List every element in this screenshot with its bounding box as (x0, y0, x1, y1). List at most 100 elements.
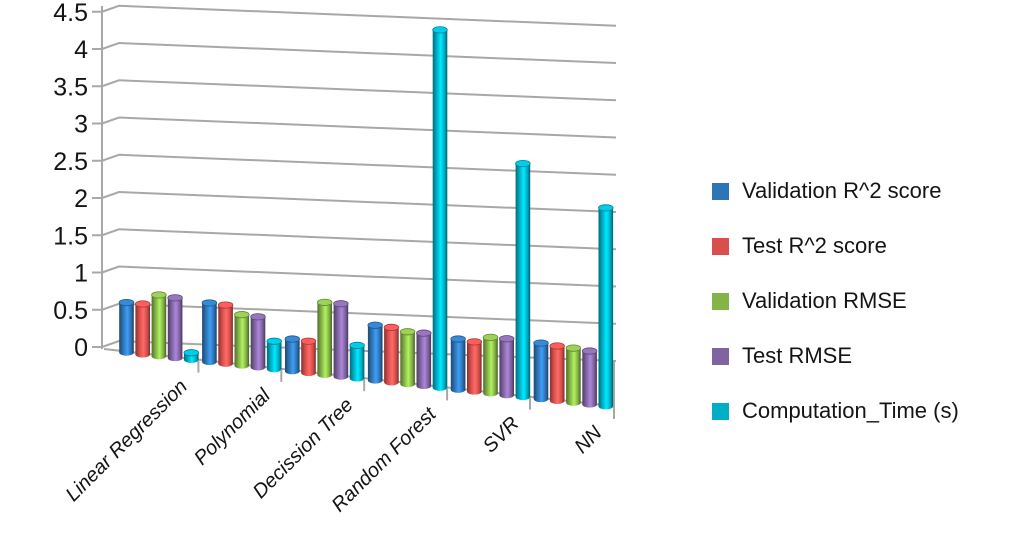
bar-cylinder (135, 303, 150, 358)
bar-cylinder (467, 341, 482, 395)
bar-cylinder (301, 341, 316, 377)
bar-cylinder (317, 302, 332, 378)
gridline (101, 116, 617, 139)
bar-cylinder (483, 337, 498, 397)
bar-cylinder (533, 343, 549, 403)
y-axis-label: 2.5 (53, 148, 88, 176)
bar-cylinder (400, 331, 415, 388)
bar-cylinder-top (499, 335, 515, 343)
category-label: Linear Regression (62, 376, 192, 506)
legend-color-swatch (712, 348, 729, 365)
y-axis-label: 3 (74, 111, 88, 139)
bar-cylinder (285, 339, 300, 375)
legend-color-swatch (712, 238, 729, 255)
bar-cylinder-top (234, 311, 250, 319)
bar-cylinder-top (482, 333, 499, 341)
legend-color-swatch (712, 293, 729, 310)
bar-cylinder (333, 303, 349, 380)
bar-cylinder-top (515, 159, 531, 168)
legend-item: Test RMSE (712, 343, 959, 369)
legend-label: Computation_Time (s) (742, 398, 959, 423)
y-axis-label: 1 (74, 260, 88, 288)
legend-label: Test RMSE (742, 343, 853, 368)
gridline (101, 339, 617, 362)
legend-color-swatch (712, 183, 729, 200)
bar-cylinder-top (399, 328, 416, 336)
bar-cylinder-top (581, 347, 598, 355)
gridline (101, 265, 617, 288)
bar-cylinder (416, 333, 432, 390)
bar-cylinder-top (266, 337, 282, 345)
bar-cylinder (367, 325, 383, 384)
gridline (101, 153, 617, 176)
bar-cylinder (582, 350, 597, 408)
legend-item: Validation RMSE (712, 288, 959, 314)
bar-cylinder-top (416, 329, 432, 337)
bar-cylinder (566, 348, 581, 406)
legend-color-swatch (712, 403, 729, 420)
y-axis-label: 0 (74, 334, 88, 362)
bar-cylinder-top (432, 26, 448, 34)
bar-cylinder-top (367, 321, 383, 329)
y-axis-label: 1.5 (53, 222, 88, 250)
legend-item: Test R^2 score (712, 233, 959, 259)
bar-cylinder-top (151, 291, 167, 299)
bar-cylinder (234, 314, 250, 369)
y-axis-label: 0.5 (53, 297, 88, 325)
bar-cylinder (250, 316, 266, 371)
gridline (101, 41, 617, 64)
gridline (101, 302, 617, 325)
bar-cylinder-top (118, 298, 135, 307)
legend-label: Test R^2 score (742, 233, 887, 258)
bar-cylinder (432, 29, 448, 391)
bar-cylinder (598, 207, 614, 410)
bar-cylinder (266, 341, 282, 373)
bar-cylinder-top (183, 349, 200, 357)
bar-cylinder-top (533, 339, 549, 347)
bar-cylinder-top (565, 344, 582, 352)
bar-cylinder (384, 327, 399, 386)
bar-cylinder-top (598, 204, 614, 212)
bar-cylinder-top (217, 301, 234, 309)
bar-cylinder (499, 338, 514, 399)
legend-item: Validation R^2 score (712, 178, 959, 204)
bar-cylinder-top (549, 342, 565, 350)
bar-cylinder-top (466, 338, 483, 346)
bar-cylinder (450, 339, 466, 393)
gridline (101, 79, 617, 102)
bar-cylinder-top (250, 313, 266, 321)
bar-cylinder (202, 302, 217, 365)
legend-label: Validation R^2 score (742, 178, 942, 203)
bar-cylinder-top (300, 337, 317, 345)
bar-cylinder-top (383, 323, 400, 331)
gridline (101, 190, 617, 213)
bar-cylinder (167, 297, 183, 362)
legend-label: Validation RMSE (742, 288, 907, 313)
y-axis-label: 4 (74, 36, 88, 64)
y-axis-label: 3.5 (53, 73, 88, 101)
bar-cylinder (349, 345, 365, 382)
bar-cylinder (515, 163, 531, 401)
gridline (101, 4, 617, 27)
bar-cylinder-top (284, 335, 301, 343)
bar-cylinder-top (317, 298, 333, 306)
category-label: NN (570, 422, 606, 458)
chart-canvas: 0 0.5 1 1.5 2 2.5 3 3.5 4 4.5 Linear RegressionPol… (53, 0, 617, 516)
y-axis-label: 2 (74, 185, 88, 213)
bar-cylinder-top (134, 300, 151, 308)
bar-cylinder (218, 305, 233, 367)
bar-cylinder (119, 302, 134, 356)
category-label: SVR (479, 413, 524, 458)
bar-cylinder-top (201, 299, 218, 307)
bar-cylinder (151, 294, 167, 360)
legend-item: Computation_Time (s) (712, 398, 959, 424)
chart-legend: Validation R^2 score Test R^2 score Vali… (712, 178, 959, 453)
bar-cylinder (549, 345, 565, 404)
category-label: Polynomial (190, 384, 275, 469)
gridline (101, 228, 617, 251)
y-axis-label: 4.5 (53, 0, 88, 27)
bar-cylinder-top (333, 300, 349, 308)
bar-cylinder-top (167, 294, 183, 302)
bar-cylinder-top (450, 335, 466, 343)
